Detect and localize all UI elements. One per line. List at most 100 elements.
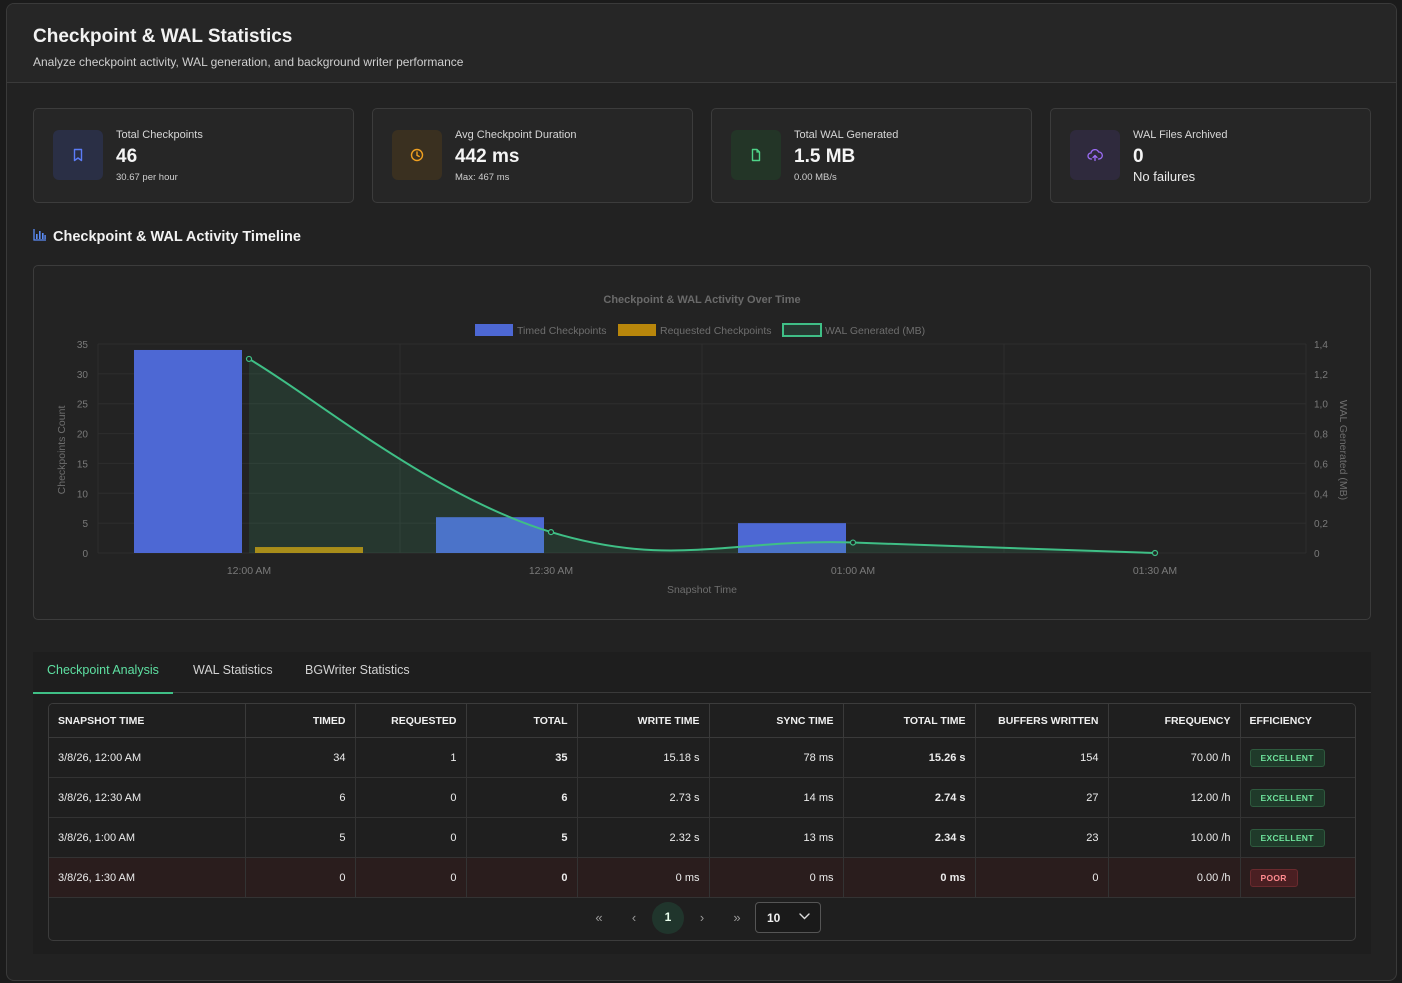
y2-tick-label: 0,6 — [1314, 459, 1328, 470]
checkpoint-table-wrapper: SNAPSHOT TIME TIMED REQUESTED TOTAL WRIT… — [48, 703, 1356, 941]
last-page-button[interactable]: » — [733, 910, 741, 925]
tab-bgwriter-statistics[interactable]: BGWriter Statistics — [305, 663, 410, 677]
cell-frequency: 70.00 /h — [1108, 737, 1241, 778]
chevron-down-icon — [799, 913, 810, 920]
cell-buffers-written: 154 — [975, 737, 1109, 778]
cell-sync-time: 78 ms — [709, 737, 844, 778]
cloud-upload-icon — [1070, 130, 1120, 180]
tab-bar: Checkpoint Analysis WAL Statistics BGWri… — [33, 652, 1371, 694]
cell-snapshot-time: 3/8/26, 12:00 AM — [49, 737, 246, 778]
cell-write-time: 0 ms — [577, 857, 710, 898]
cell-sync-time: 0 ms — [709, 857, 844, 898]
cell-sync-time: 14 ms — [709, 777, 844, 818]
column-header[interactable]: SYNC TIME — [709, 704, 844, 738]
cell-buffers-written: 0 — [975, 857, 1109, 898]
cell-frequency: 0.00 /h — [1108, 857, 1241, 898]
table-row: 3/8/26, 1:30 AM 0 0 0 0 ms 0 ms 0 ms 0 0… — [49, 857, 1355, 898]
cell-requested: 0 — [355, 857, 467, 898]
y-tick-label: 20 — [77, 430, 89, 441]
wal-point — [547, 529, 555, 536]
cell-total: 35 — [466, 737, 578, 778]
efficiency-badge: EXCELLENT — [1249, 828, 1325, 847]
analysis-section: Checkpoint Analysis WAL Statistics BGWri… — [33, 652, 1371, 954]
card-label: Total WAL Generated — [794, 129, 899, 141]
cell-buffers-written: 27 — [975, 777, 1109, 818]
cell-frequency: 10.00 /h — [1108, 817, 1241, 858]
table-header-row: SNAPSHOT TIME TIMED REQUESTED TOTAL WRIT… — [49, 704, 1355, 738]
y-tick-label: 5 — [82, 519, 88, 530]
bar-timed-checkpoints — [738, 523, 846, 553]
y2-tick-label: 0,4 — [1314, 489, 1328, 500]
current-page-button[interactable]: 1 — [652, 902, 684, 934]
y-tick-label: 10 — [77, 489, 89, 500]
pagination: « ‹ 1 › » 10 — [49, 902, 1355, 934]
card-label: Total Checkpoints — [116, 129, 203, 141]
cell-timed: 6 — [245, 777, 356, 818]
cell-write-time: 2.32 s — [577, 817, 710, 858]
tab-checkpoint-analysis[interactable]: Checkpoint Analysis — [33, 652, 173, 694]
cell-timed: 34 — [245, 737, 356, 778]
column-header[interactable]: TIMED — [245, 704, 356, 738]
cell-snapshot-time: 3/8/26, 12:30 AM — [49, 777, 246, 818]
y2-tick-label: 0,2 — [1314, 519, 1328, 530]
cell-total-time: 15.26 s — [843, 737, 976, 778]
card-value: 0 — [1133, 146, 1144, 167]
y-tick-label: 35 — [77, 340, 89, 351]
stat-card-avg-duration: Avg Checkpoint Duration 442 ms Max: 467 … — [372, 108, 693, 203]
column-header[interactable]: TOTAL — [466, 704, 578, 738]
y-axis-label: Checkpoints Count — [56, 406, 68, 495]
page-size-select[interactable]: 10 — [755, 902, 821, 933]
y-tick-label: 15 — [77, 459, 89, 470]
x-tick-label: 12:00 AM — [227, 565, 271, 577]
wal-point — [245, 355, 253, 363]
cell-snapshot-time: 3/8/26, 1:30 AM — [49, 857, 246, 898]
legend-label: Timed Checkpoints — [517, 325, 606, 337]
cell-efficiency: EXCELLENT — [1240, 817, 1355, 858]
y2-tick-label: 1,0 — [1314, 400, 1328, 411]
card-label: Avg Checkpoint Duration — [455, 129, 577, 141]
card-value: 442 ms — [455, 146, 520, 167]
activity-chart-container: 0 0 5 0,2 10 0,4 15 0,6 20 0,8 25 1,0 30 1,2 35 1,4 12:0… — [33, 265, 1371, 620]
x-tick-label: 01:30 AM — [1133, 565, 1177, 577]
column-header[interactable]: TOTAL TIME — [843, 704, 976, 738]
cell-total-time: 2.34 s — [843, 817, 976, 858]
next-page-button[interactable]: › — [699, 910, 705, 925]
y2-tick-label: 0,8 — [1314, 430, 1328, 441]
cell-requested: 0 — [355, 777, 467, 818]
bar-requested-checkpoints — [255, 547, 363, 553]
wal-line — [248, 358, 1156, 554]
cell-buffers-written: 23 — [975, 817, 1109, 858]
first-page-button[interactable]: « — [595, 910, 603, 925]
section-title: Checkpoint & WAL Activity Timeline — [33, 228, 301, 245]
column-header[interactable]: REQUESTED — [355, 704, 467, 738]
column-header[interactable]: BUFFERS WRITTEN — [975, 704, 1109, 738]
cell-total: 6 — [466, 777, 578, 818]
y-tick-label: 0 — [82, 549, 88, 560]
cell-timed: 5 — [245, 817, 356, 858]
y2-tick-label: 0 — [1314, 549, 1320, 560]
clock-icon — [392, 130, 442, 180]
stat-card-total-checkpoints: Total Checkpoints 46 30.67 per hour — [33, 108, 354, 203]
page-size-value: 10 — [767, 911, 781, 925]
cell-requested: 0 — [355, 817, 467, 858]
column-header[interactable]: WRITE TIME — [577, 704, 710, 738]
file-icon — [731, 130, 781, 180]
cell-write-time: 15.18 s — [577, 737, 710, 778]
column-header[interactable]: SNAPSHOT TIME — [49, 704, 246, 738]
cell-snapshot-time: 3/8/26, 1:00 AM — [49, 817, 246, 858]
card-value: 46 — [116, 146, 138, 167]
wal-point — [1151, 549, 1159, 557]
card-subtext: No failures — [1133, 169, 1196, 184]
table-row: 3/8/26, 1:00 AM 5 0 5 2.32 s 13 ms 2.34 … — [49, 817, 1355, 858]
cell-timed: 0 — [245, 857, 356, 898]
card-subtext: 0.00 MB/s — [794, 172, 837, 183]
tab-wal-statistics[interactable]: WAL Statistics — [193, 663, 273, 677]
activity-chart: 0 0 5 0,2 10 0,4 15 0,6 20 0,8 25 1,0 30 1,2 35 1,4 12:0… — [56, 294, 1349, 596]
page-subtitle: Analyze checkpoint activity, WAL generat… — [33, 55, 464, 69]
prev-page-button[interactable]: ‹ — [631, 910, 637, 925]
column-header[interactable]: EFFICIENCY — [1240, 704, 1355, 738]
column-header[interactable]: FREQUENCY — [1108, 704, 1241, 738]
y-tick-label: 30 — [77, 370, 89, 381]
legend-swatch — [475, 324, 513, 336]
cell-total-time: 0 ms — [843, 857, 976, 898]
